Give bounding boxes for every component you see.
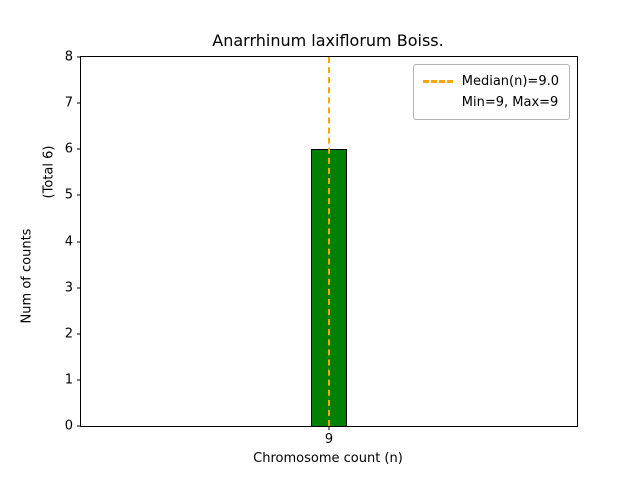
y-tick-mark [77,425,81,427]
y-tick-mark [77,102,81,104]
legend-entry: Min=9, Max=9 [423,92,559,113]
y-tick-mark [77,194,81,196]
y-tick-label: 3 [64,280,73,296]
plot-area: 0 1 2 3 4 5 6 7 8 9 Median(n)=9.0 Min=9, Max=9 [65,51,578,446]
median-line [328,57,330,426]
legend-label: Median(n)=9.0 [461,74,559,89]
y-tick-mark [77,287,81,289]
y-tick-mark [77,379,81,381]
y-tick-mark [77,148,81,150]
y-axis-ticks: 0 1 2 3 4 5 6 7 8 [65,51,577,433]
median-dashed-line-icon [422,80,453,83]
y-tick-label: 0 [64,418,73,434]
y-tick-label: 7 [64,95,73,111]
y-tick-label: 5 [64,187,73,203]
empty-legend-symbol [423,101,453,104]
y-tick-label: 8 [64,49,73,65]
x-tick-mark [328,426,330,430]
y-tick-mark [77,333,81,335]
legend-entries: Median(n)=9.0 Min=9, Max=9 [422,71,559,113]
y-tick-mark [77,241,81,242]
legend-label: Min=9, Max=9 [461,95,559,110]
y-tick-label: 2 [64,326,73,342]
y-tick-mark [77,56,81,58]
chart-title: Anarrhinum laxiflorum Boiss. [212,31,444,50]
x-axis-label: Chromosome count (n) [253,451,403,466]
y-axis-total-label: (Total 6) [41,145,57,199]
y-tick-label: 1 [64,372,73,388]
legend: Median(n)=9.0 Min=9, Max=9 [412,64,570,120]
y-tick-label: 6 [64,141,73,157]
legend-entry: Median(n)=9.0 [422,71,559,92]
y-axis-label: Num of counts [19,228,35,324]
y-tick-label: 4 [64,234,73,249]
x-axis-ticks: 9 [81,57,577,446]
x-tick-label: 9 [324,432,334,447]
